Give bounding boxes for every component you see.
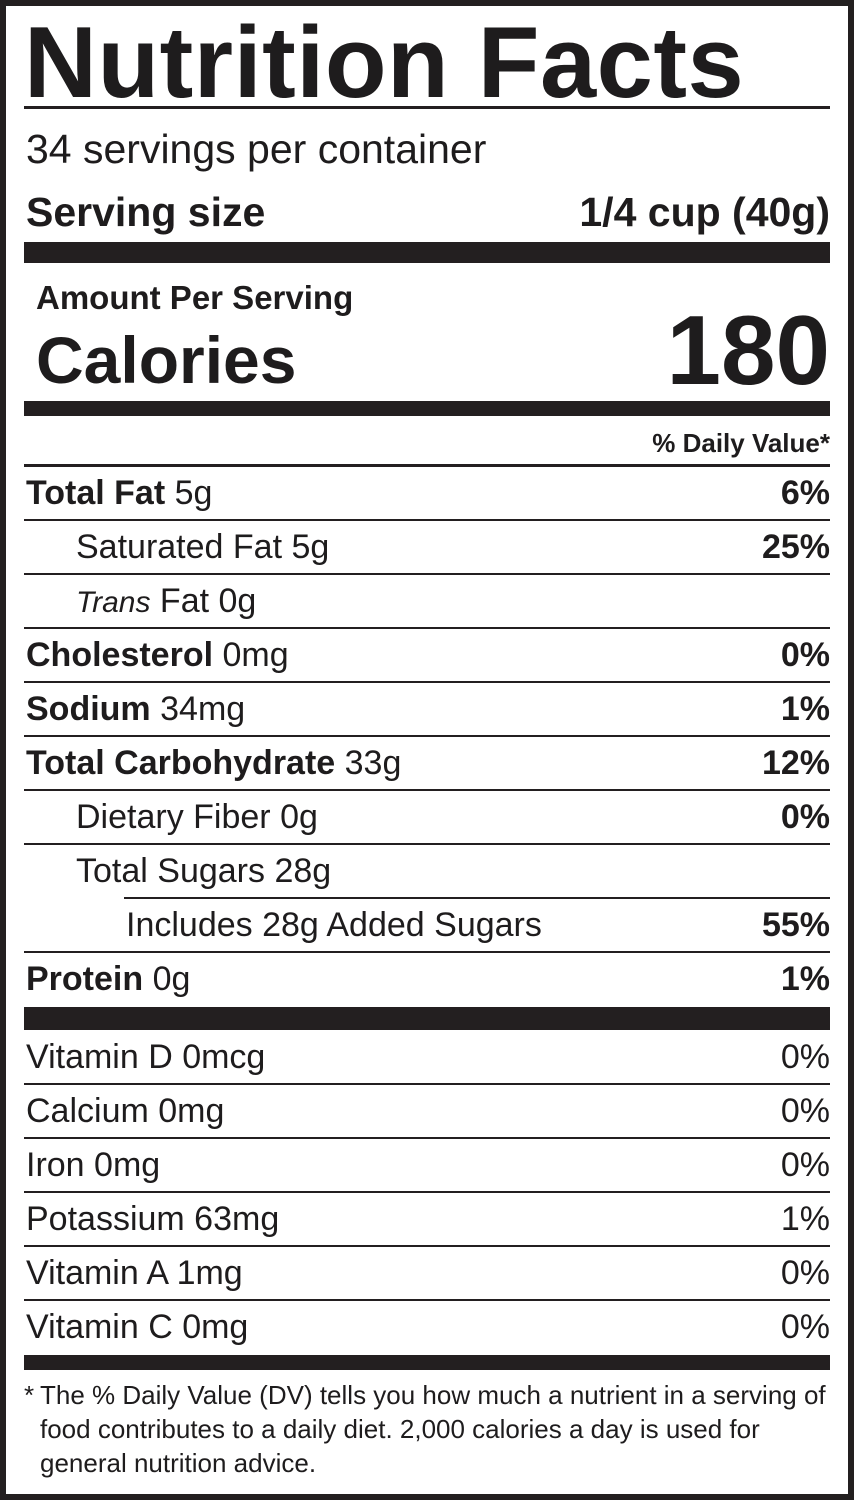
label-title: Nutrition Facts (24, 7, 745, 119)
nutrient-label: Cholesterol 0mg (24, 636, 289, 675)
nutrient-daily-value: 0% (780, 797, 830, 836)
nutrient-name: Total Sugars (76, 851, 265, 890)
nutrient-name: Includes 28g Added Sugars (126, 905, 542, 944)
nutrient-amount: 0g (280, 797, 318, 836)
divider (24, 951, 830, 953)
nutrient-daily-value: 1% (780, 689, 830, 728)
serving-size: Serving size 1/4 cup (40g) (26, 186, 830, 238)
divider (24, 789, 830, 791)
nutrient-amount: 0mg (222, 635, 289, 674)
vitamin-label: Vitamin C 0mg (26, 1307, 249, 1346)
nutrient-name-italic: Trans (76, 585, 151, 619)
nutrient-row: Sodium 34mg 1% (24, 683, 830, 735)
nutrient-daily-value: 55% (761, 905, 830, 944)
amount-per-serving: Amount Per Serving (36, 279, 354, 316)
nutrient-label: Total Sugars 28g (24, 852, 331, 891)
nutrient-name: Cholesterol (26, 635, 214, 674)
nutrient-row: Cholesterol 0mg 0% (24, 629, 830, 681)
nutrient-row: Total Fat 5g 6% (24, 467, 830, 519)
nutrient-name: Fat (159, 581, 210, 620)
thick-divider (24, 1007, 830, 1030)
vitamin-daily-value: 0% (780, 1307, 830, 1346)
divider (124, 897, 830, 899)
footnote-asterisk: * (24, 1380, 35, 1410)
divider (24, 519, 830, 521)
nutrient-label: Saturated Fat 5g (24, 528, 329, 567)
vitamin-label: Vitamin D 0mcg (26, 1037, 266, 1076)
nutrient-label: Protein 0g (24, 960, 190, 999)
calories-value: 180 (666, 295, 830, 405)
vitamin-row: Potassium 63mg 1% (24, 1193, 830, 1245)
serving-size-value: 1/4 cup (40g) (579, 189, 830, 235)
nutrient-label: Total Fat 5g (24, 474, 212, 513)
nutrient-amount: 33g (344, 743, 402, 782)
nutrient-label: Includes 28g Added Sugars (24, 906, 542, 945)
vitamin-label: Iron 0mg (26, 1145, 161, 1184)
nutrient-row: Trans Fat 0g (24, 575, 830, 627)
divider (24, 735, 830, 737)
nutrient-daily-value: 6% (780, 473, 830, 512)
footnote: * The % Daily Value (DV) tells you how m… (24, 1378, 830, 1480)
nutrient-daily-value: 1% (780, 959, 830, 998)
servings-per-container: 34 servings per container (26, 126, 487, 172)
nutrient-row: Saturated Fat 5g 25% (24, 521, 830, 573)
nutrient-row: Includes 28g Added Sugars 55% (24, 899, 830, 951)
divider (24, 1137, 830, 1139)
divider (24, 1245, 830, 1247)
divider (24, 627, 830, 629)
nutrient-amount: 0g (152, 959, 191, 998)
nutrient-amount: 34mg (160, 689, 246, 728)
nutrient-daily-value: 25% (761, 527, 830, 566)
nutrient-name: Protein (26, 959, 144, 998)
nutrient-amount: 28g (274, 851, 332, 890)
nutrient-daily-value: 0% (780, 635, 830, 674)
vitamin-daily-value: 0% (780, 1037, 830, 1076)
vitamin-label: Vitamin A 1mg (26, 1253, 243, 1292)
daily-value-header: % Daily Value* (652, 428, 830, 458)
nutrient-row: Total Carbohydrate 33g 12% (24, 737, 830, 789)
calories-label: Calories (36, 323, 297, 397)
divider (24, 681, 830, 683)
nutrient-name: Saturated Fat (76, 527, 283, 566)
vitamin-daily-value: 0% (780, 1145, 830, 1184)
vitamin-daily-value: 1% (780, 1199, 830, 1238)
nutrient-name: Sodium (26, 689, 151, 728)
nutrient-amount: 0g (218, 581, 257, 620)
nutrient-daily-value: 12% (761, 743, 830, 782)
nutrient-row: Dietary Fiber 0g 0% (24, 791, 830, 843)
nutrient-label: Dietary Fiber 0g (24, 798, 318, 837)
nutrient-name: Total Fat (26, 473, 166, 512)
vitamin-row: Vitamin A 1mg 0% (24, 1247, 830, 1299)
divider (24, 843, 830, 845)
divider (24, 1083, 830, 1085)
nutrient-label: Trans Fat 0g (24, 582, 256, 621)
nutrient-name: Total Carbohydrate (26, 743, 336, 782)
medium-divider (24, 401, 830, 416)
divider (24, 106, 830, 109)
divider (24, 464, 830, 467)
divider (24, 1191, 830, 1193)
vitamin-label: Calcium 0mg (26, 1091, 225, 1130)
divider (24, 573, 830, 575)
nutrient-label: Total Carbohydrate 33g (24, 744, 401, 783)
nutrient-amount: 5g (174, 473, 213, 512)
vitamin-row: Calcium 0mg 0% (24, 1085, 830, 1137)
footnote-text: The % Daily Value (DV) tells you how muc… (40, 1380, 826, 1478)
nutrient-name: Dietary Fiber (76, 797, 271, 836)
vitamin-daily-value: 0% (780, 1091, 830, 1130)
vitamin-label: Potassium 63mg (26, 1199, 280, 1238)
medium-divider (24, 1355, 830, 1370)
vitamin-row: Iron 0mg 0% (24, 1139, 830, 1191)
serving-size-label: Serving size (26, 189, 266, 235)
nutrient-label: Sodium 34mg (24, 690, 245, 729)
thick-divider (24, 242, 830, 263)
vitamin-row: Vitamin C 0mg 0% (24, 1301, 830, 1353)
nutrient-row: Total Sugars 28g (24, 845, 830, 897)
divider (24, 1299, 830, 1301)
nutrient-amount: 5g (291, 527, 330, 566)
vitamin-row: Vitamin D 0mcg 0% (24, 1031, 830, 1083)
vitamin-daily-value: 0% (780, 1253, 830, 1292)
nutrient-row: Protein 0g 1% (24, 953, 830, 1005)
